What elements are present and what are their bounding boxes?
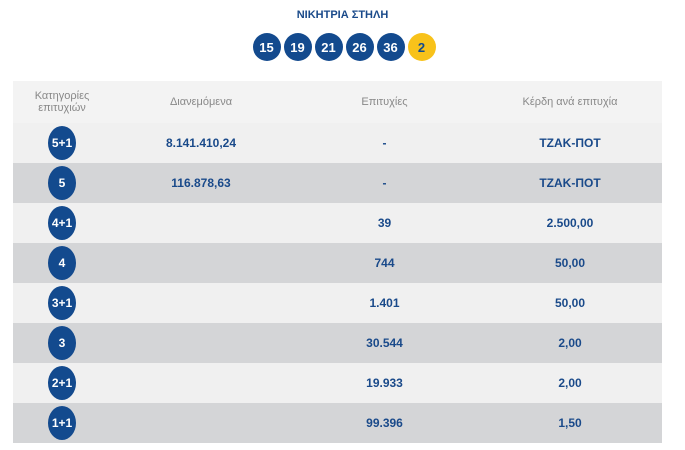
distributed-cell: 116.878,63 bbox=[111, 163, 291, 203]
prize-cell: 2,00 bbox=[478, 363, 662, 403]
distributed-cell bbox=[111, 323, 291, 363]
table-row: 3+1 1.401 50,00 bbox=[13, 283, 662, 323]
table-row: 5+1 8.141.410,24- ΤΖΑΚ-ΠΟΤ bbox=[13, 123, 662, 163]
category-cell: 3+1 bbox=[13, 283, 111, 323]
category-cell: 1+1 bbox=[13, 403, 111, 443]
prize-cell: 50,00 bbox=[478, 243, 662, 283]
wins-cell: - bbox=[291, 123, 478, 163]
number-ball: 26 bbox=[345, 33, 374, 61]
bonus-ball: 2 bbox=[407, 33, 436, 61]
table-row: 5 116.878,63- ΤΖΑΚ-ΠΟΤ bbox=[13, 163, 662, 203]
category-cell: 4 bbox=[13, 243, 111, 283]
category-badge: 4+1 bbox=[48, 206, 76, 240]
header-prize: Κέρδη ανά επιτυχία bbox=[478, 81, 662, 123]
category-cell: 2+1 bbox=[13, 363, 111, 403]
prize-cell: 2,00 bbox=[478, 323, 662, 363]
category-cell: 5+1 bbox=[13, 123, 111, 163]
number-ball: 19 bbox=[283, 33, 312, 61]
winning-numbers: 15 19 21 26 36 2 bbox=[0, 33, 685, 61]
header-categories: Κατηγορίες επιτυχιών bbox=[13, 81, 111, 123]
prize-table: Κατηγορίες επιτυχιών Διανεμόμενα Επιτυχί… bbox=[13, 81, 662, 443]
wins-cell: 744 bbox=[291, 243, 478, 283]
number-ball: 36 bbox=[376, 33, 405, 61]
table-row: 4 744 50,00 bbox=[13, 243, 662, 283]
wins-cell: 99.396 bbox=[291, 403, 478, 443]
table-row: 3 30.544 2,00 bbox=[13, 323, 662, 363]
wins-cell: 30.544 bbox=[291, 323, 478, 363]
category-badge: 3+1 bbox=[48, 286, 76, 320]
distributed-cell bbox=[111, 283, 291, 323]
number-ball: 15 bbox=[252, 33, 281, 61]
distributed-cell bbox=[111, 403, 291, 443]
category-badge: 4 bbox=[48, 246, 76, 280]
prize-cell: 2.500,00 bbox=[478, 203, 662, 243]
category-badge: 5 bbox=[48, 166, 76, 200]
category-badge: 2+1 bbox=[48, 366, 76, 400]
category-badge: 5+1 bbox=[48, 126, 76, 160]
category-badge: 1+1 bbox=[48, 406, 76, 440]
wins-cell: 19.933 bbox=[291, 363, 478, 403]
prize-cell: ΤΖΑΚ-ΠΟΤ bbox=[478, 123, 662, 163]
distributed-cell bbox=[111, 363, 291, 403]
number-ball: 21 bbox=[314, 33, 343, 61]
distributed-cell: 8.141.410,24 bbox=[111, 123, 291, 163]
wins-cell: - bbox=[291, 163, 478, 203]
category-badge: 3 bbox=[48, 326, 76, 360]
header-distributed: Διανεμόμενα bbox=[111, 81, 291, 123]
wins-cell: 1.401 bbox=[291, 283, 478, 323]
wins-cell: 39 bbox=[291, 203, 478, 243]
category-cell: 3 bbox=[13, 323, 111, 363]
table-row: 4+1 39 2.500,00 bbox=[13, 203, 662, 243]
category-cell: 4+1 bbox=[13, 203, 111, 243]
header-wins: Επιτυχίες bbox=[291, 81, 478, 123]
prize-cell: ΤΖΑΚ-ΠΟΤ bbox=[478, 163, 662, 203]
prize-cell: 1,50 bbox=[478, 403, 662, 443]
distributed-cell bbox=[111, 243, 291, 283]
table-row: 2+1 19.933 2,00 bbox=[13, 363, 662, 403]
winning-column-title: ΝΙΚΗΤΡΙΑ ΣΤΗΛΗ bbox=[296, 9, 389, 21]
table-header: Κατηγορίες επιτυχιών Διανεμόμενα Επιτυχί… bbox=[13, 81, 662, 123]
prize-cell: 50,00 bbox=[478, 283, 662, 323]
distributed-cell bbox=[111, 203, 291, 243]
category-cell: 5 bbox=[13, 163, 111, 203]
table-row: 1+1 99.396 1,50 bbox=[13, 403, 662, 443]
